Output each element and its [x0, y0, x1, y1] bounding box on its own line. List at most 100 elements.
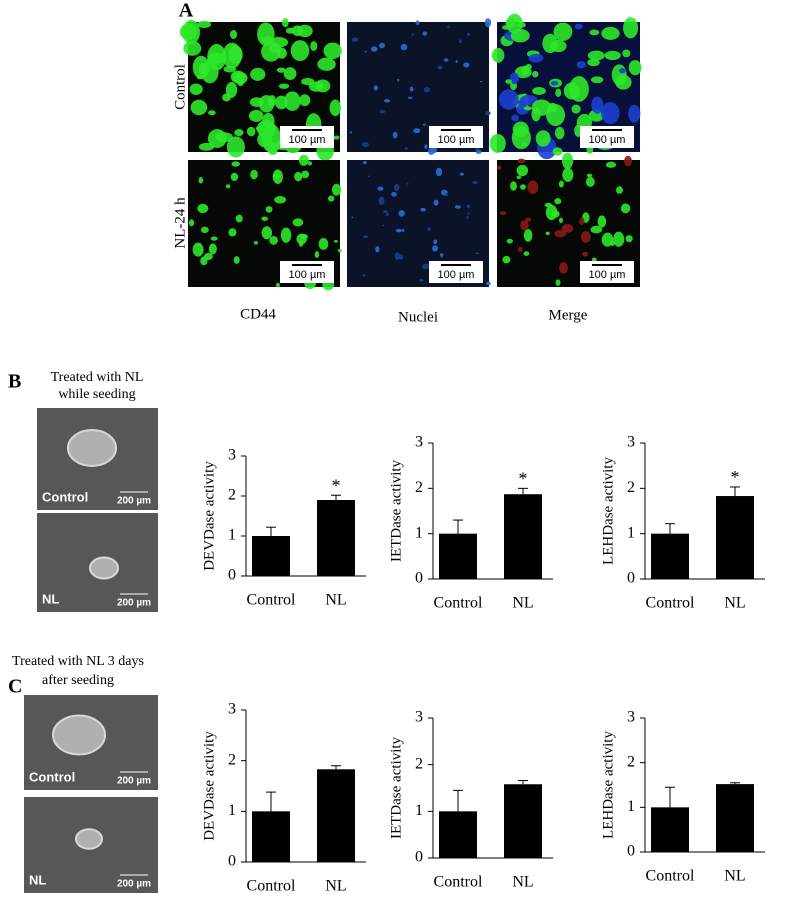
- blob: [299, 94, 311, 107]
- blob: [283, 67, 297, 80]
- blob: [517, 246, 523, 253]
- blob: [367, 175, 370, 178]
- blob: [395, 228, 402, 233]
- blob: [509, 72, 519, 85]
- image-label: NL: [42, 591, 59, 606]
- blob: [310, 41, 318, 52]
- column-label: CD44: [240, 306, 276, 322]
- blob: [615, 74, 632, 90]
- blob: [229, 30, 238, 39]
- blob: [437, 65, 443, 70]
- blob: [406, 183, 409, 185]
- blob: [228, 45, 243, 64]
- blob: [392, 131, 398, 139]
- bar: [317, 769, 355, 862]
- blob: [207, 52, 226, 64]
- blob: [296, 233, 307, 245]
- bar-chart: 0 1 2 3 LEHDase activity Control NL: [600, 709, 765, 885]
- blob: [589, 29, 600, 36]
- blob: [579, 217, 585, 225]
- blob: [400, 43, 408, 51]
- blob: [397, 78, 400, 82]
- blob: [318, 237, 329, 250]
- blob: [443, 58, 449, 62]
- y-tick-label: 0: [228, 567, 236, 584]
- blob: [294, 171, 303, 182]
- blob: [523, 251, 530, 256]
- blob: [535, 130, 551, 147]
- blob: [516, 175, 522, 180]
- blob: [520, 184, 526, 190]
- y-tick-label: 0: [415, 849, 423, 866]
- blob: [590, 76, 604, 84]
- sem-image: NL 200 µm: [37, 513, 158, 612]
- blob: [561, 223, 574, 233]
- y-tick-label: 3: [415, 709, 423, 726]
- micrograph: 100 µm: [179, 18, 342, 161]
- blob: [506, 13, 523, 34]
- blob: [226, 136, 245, 158]
- blob: [351, 37, 359, 42]
- blob: [250, 169, 258, 180]
- blob: [370, 46, 378, 52]
- blob: [188, 219, 195, 227]
- blob: [591, 96, 604, 114]
- blob: [499, 89, 519, 110]
- blob: [261, 124, 282, 153]
- blob: [497, 165, 502, 171]
- x-tick-label: Control: [247, 878, 296, 895]
- x-tick-label: NL: [325, 878, 346, 895]
- blob: [378, 196, 385, 205]
- blob: [511, 126, 531, 150]
- y-tick-label: 1: [228, 527, 236, 544]
- blob: [327, 195, 335, 202]
- blob: [385, 212, 389, 217]
- blob: [292, 218, 304, 227]
- blob: [307, 161, 313, 166]
- bar-chart: 0 1 2 3 DEVDase activity Control NL *: [201, 447, 366, 609]
- row-label: Control: [172, 64, 188, 110]
- x-tick-label: NL: [325, 592, 346, 609]
- blob: [198, 176, 204, 184]
- x-tick-label: NL: [724, 868, 745, 885]
- blob: [458, 39, 462, 44]
- blob: [382, 224, 385, 227]
- blob: [394, 252, 401, 260]
- blob: [280, 227, 292, 243]
- y-tick-label: 3: [228, 447, 236, 464]
- blob: [363, 160, 367, 165]
- blob: [192, 242, 204, 257]
- blob: [298, 154, 309, 166]
- blob: [382, 210, 388, 213]
- blob: [363, 235, 369, 239]
- blob: [225, 81, 238, 98]
- blob: [391, 192, 397, 197]
- blob: [600, 102, 620, 124]
- blob: [236, 76, 245, 87]
- blob: [253, 241, 259, 245]
- blob: [624, 155, 632, 167]
- blob: [291, 25, 303, 37]
- blob: [582, 251, 589, 257]
- blob: [278, 83, 290, 89]
- blob: [466, 32, 471, 36]
- y-tick-label: 1: [627, 524, 635, 541]
- blob: [422, 123, 427, 126]
- scale-label: 100 µm: [589, 269, 626, 281]
- blob: [401, 228, 405, 232]
- blob: [466, 204, 471, 209]
- blob: [587, 58, 600, 67]
- blob: [601, 232, 614, 247]
- cell-cluster: [75, 828, 103, 850]
- blob: [532, 87, 546, 95]
- blob: [591, 257, 597, 262]
- blob: [505, 79, 512, 84]
- blob: [276, 47, 287, 59]
- blob: [523, 106, 532, 111]
- bar: [504, 494, 542, 579]
- image-label: NL: [29, 872, 46, 887]
- blob: [484, 18, 492, 28]
- blob: [228, 228, 237, 237]
- blob: [475, 149, 482, 154]
- panel-label: A: [179, 0, 194, 22]
